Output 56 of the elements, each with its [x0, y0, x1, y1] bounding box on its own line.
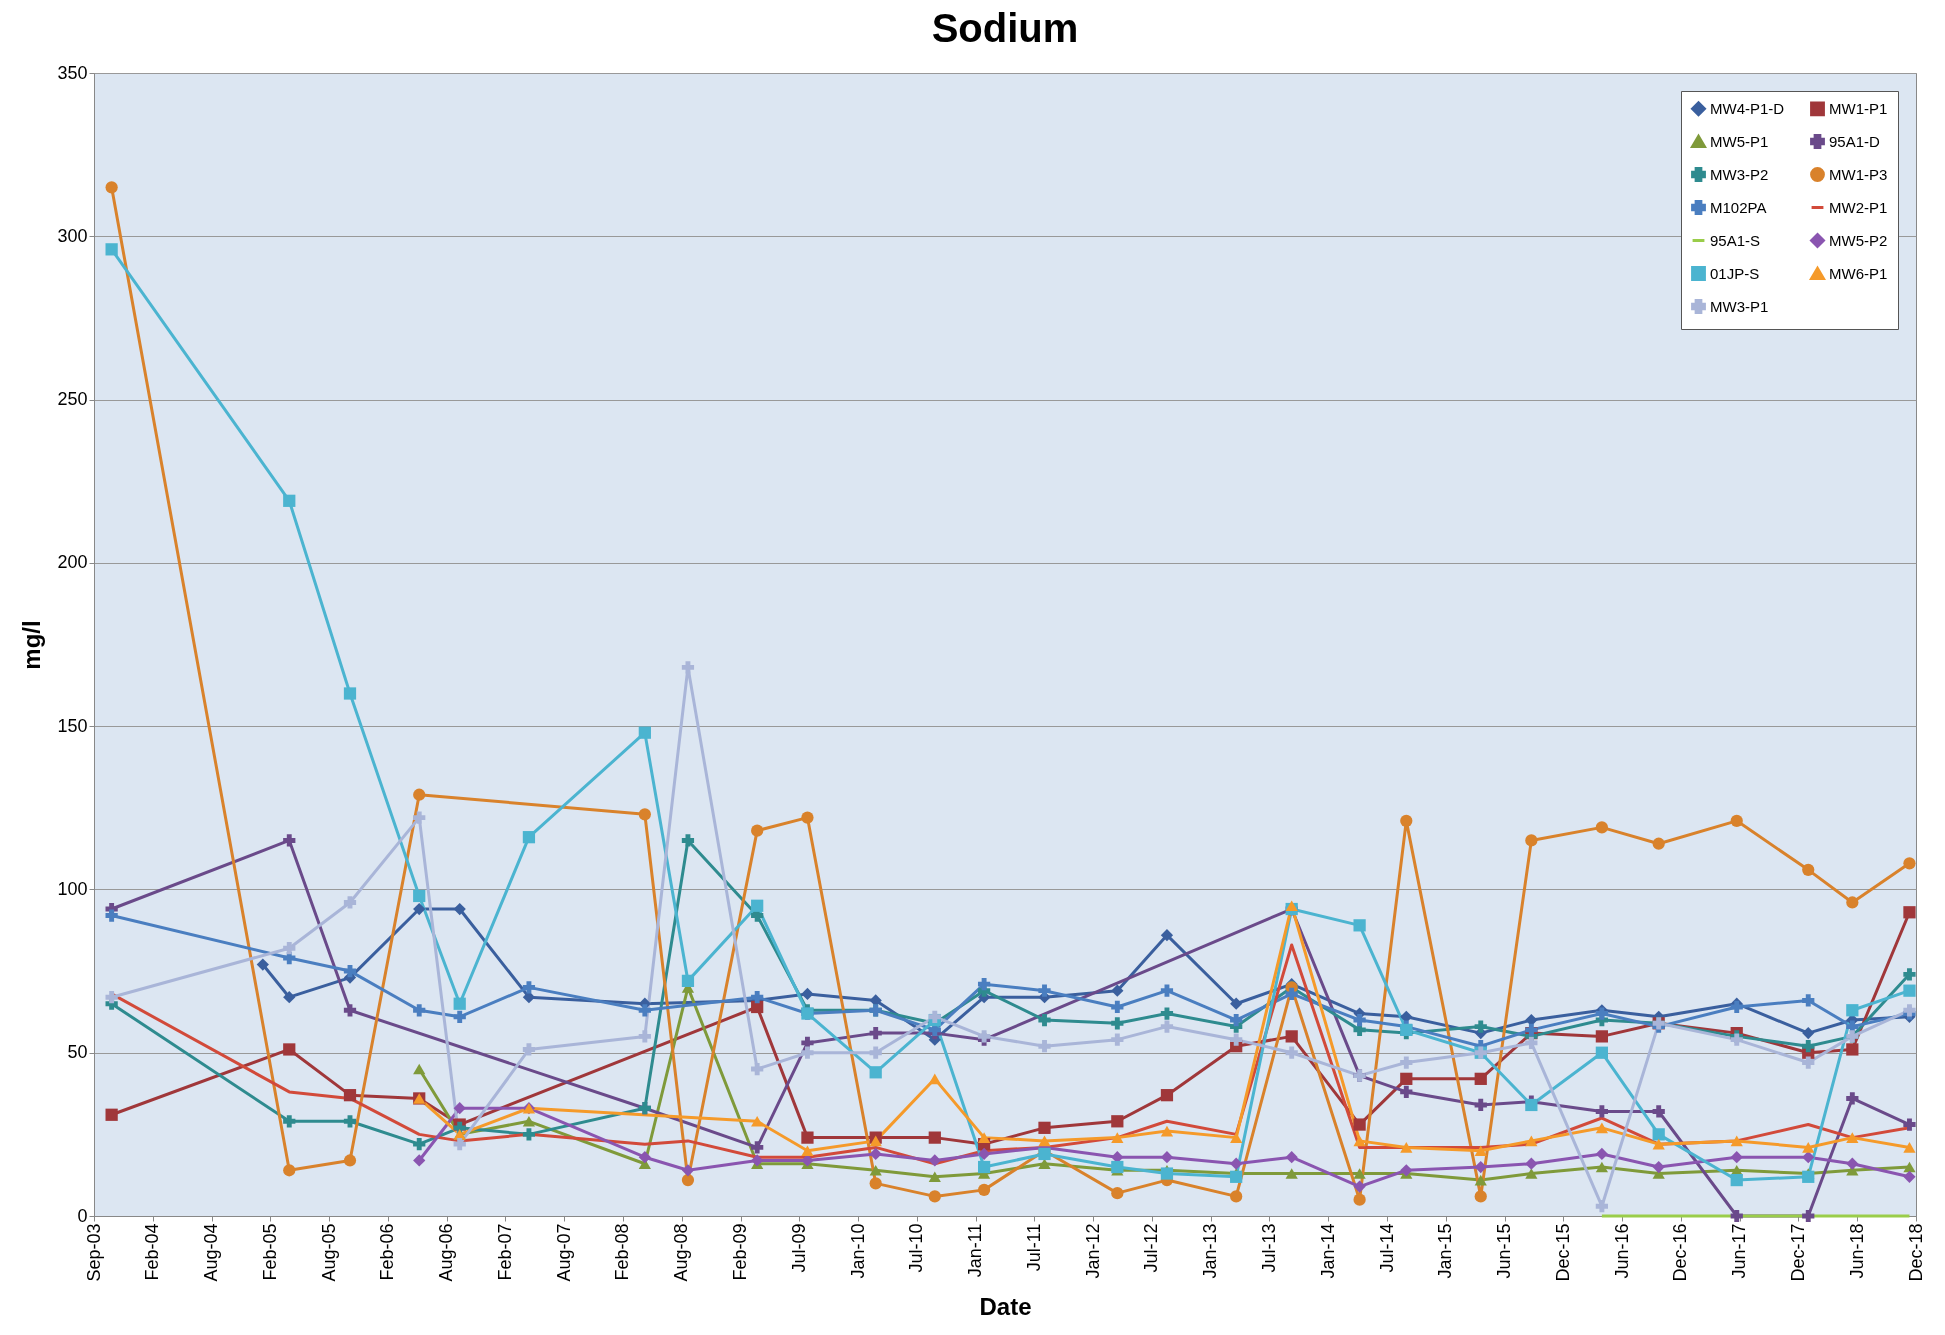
x-tick-label: Aug-04	[201, 1223, 222, 1282]
x-tick-label: Jun-16	[1611, 1223, 1632, 1279]
x-tick-label: Jul-10	[906, 1223, 927, 1273]
x-tick-label: Jul-13	[1258, 1223, 1279, 1273]
y-tick-label: 300	[57, 225, 88, 246]
x-tick-label: Jun-17	[1729, 1223, 1750, 1279]
y-tick-label: 350	[57, 62, 88, 83]
x-tick-label: Jan-10	[847, 1223, 868, 1279]
legend-label: 95A1-S	[1710, 231, 1761, 249]
legend-label: MW4-P1-D	[1710, 99, 1785, 117]
x-tick-label: Jul-12	[1141, 1223, 1162, 1273]
x-tick-label: Aug-08	[671, 1223, 692, 1282]
x-tick-label: Aug-06	[436, 1223, 457, 1282]
y-tick-label: 250	[57, 389, 88, 410]
x-tick-label: Aug-07	[553, 1223, 574, 1282]
legend-label: MW3-P2	[1710, 165, 1769, 183]
legend-label: MW2-P1	[1829, 198, 1888, 216]
x-tick-label: Aug-05	[318, 1223, 339, 1282]
y-tick-label: 150	[57, 715, 88, 736]
legend-label: MW1-P1	[1829, 99, 1888, 117]
x-tick-label: Dec-16	[1670, 1223, 1691, 1282]
x-tick-label: Jan-12	[1082, 1223, 1103, 1279]
legend-label: MW1-P3	[1829, 165, 1888, 183]
y-tick-label: 200	[57, 552, 88, 573]
x-axis-title: Date	[979, 1292, 1032, 1320]
x-tick-label: Jan-15	[1435, 1223, 1456, 1279]
x-tick-label: Jul-11	[1023, 1223, 1044, 1272]
x-tick-label: Jun-18	[1846, 1223, 1867, 1279]
x-tick-label: Feb-04	[142, 1223, 163, 1281]
x-tick-label: Dec-18	[1905, 1223, 1926, 1282]
x-tick-label: Dec-17	[1787, 1223, 1808, 1282]
x-tick-label: Feb-07	[494, 1223, 515, 1281]
x-tick-label: Jan-11	[965, 1223, 986, 1278]
y-axis-title: mg/l	[18, 620, 46, 670]
legend-label: MW5-P1	[1710, 132, 1769, 150]
legend-label: 95A1-D	[1829, 132, 1881, 150]
x-tick-label: Feb-05	[259, 1223, 280, 1281]
x-tick-label: Sep-03	[83, 1223, 104, 1282]
legend-label: MW5-P2	[1829, 231, 1888, 249]
y-tick-label: 50	[67, 1042, 88, 1063]
x-tick-label: Dec-15	[1552, 1223, 1573, 1282]
legend-label: MW3-P1	[1710, 297, 1769, 315]
legend-label: MW6-P1	[1829, 264, 1888, 282]
x-tick-label: Feb-09	[730, 1223, 751, 1281]
x-tick-label: Jan-14	[1317, 1223, 1338, 1279]
x-tick-label: Jun-15	[1494, 1223, 1515, 1279]
legend-label: 01JP-S	[1710, 264, 1760, 282]
y-tick-label: 0	[77, 1205, 88, 1226]
chart-title: Sodium	[931, 6, 1079, 50]
x-tick-label: Jul-14	[1376, 1223, 1397, 1273]
x-tick-label: Jan-13	[1200, 1223, 1221, 1279]
x-tick-label: Feb-06	[377, 1223, 398, 1281]
x-tick-label: Feb-08	[612, 1223, 633, 1281]
y-tick-label: 100	[57, 878, 88, 899]
legend-label: M102PA	[1710, 198, 1767, 216]
x-tick-label: Jul-09	[788, 1223, 809, 1273]
